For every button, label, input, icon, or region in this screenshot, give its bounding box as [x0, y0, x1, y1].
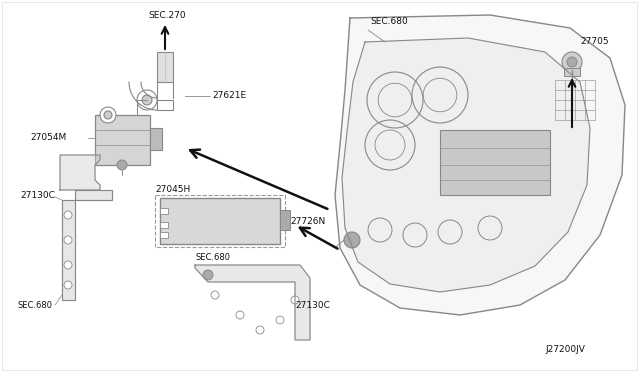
- Polygon shape: [342, 38, 590, 292]
- Polygon shape: [60, 155, 100, 190]
- Circle shape: [142, 95, 152, 105]
- Bar: [160, 222, 168, 228]
- Circle shape: [104, 111, 112, 119]
- Bar: [155, 195, 285, 247]
- Circle shape: [100, 107, 116, 123]
- Text: SEC.270: SEC.270: [148, 12, 186, 20]
- Circle shape: [236, 311, 244, 319]
- Text: 27130C: 27130C: [295, 301, 330, 310]
- Text: 27054M: 27054M: [30, 134, 67, 142]
- Bar: [564, 68, 580, 76]
- Text: SEC.680: SEC.680: [18, 301, 53, 310]
- Circle shape: [203, 270, 213, 280]
- Bar: [157, 52, 173, 82]
- Polygon shape: [335, 15, 625, 315]
- Circle shape: [276, 316, 284, 324]
- Circle shape: [64, 211, 72, 219]
- Bar: [160, 208, 168, 214]
- Text: SEC.680: SEC.680: [370, 17, 408, 26]
- Text: 27621E: 27621E: [212, 92, 246, 100]
- Circle shape: [562, 52, 582, 72]
- Polygon shape: [195, 265, 310, 340]
- Circle shape: [64, 261, 72, 269]
- Polygon shape: [62, 190, 112, 300]
- Circle shape: [256, 326, 264, 334]
- Text: 27130C: 27130C: [20, 190, 55, 199]
- Circle shape: [567, 57, 577, 67]
- Circle shape: [137, 90, 157, 110]
- Bar: [280, 210, 290, 230]
- Text: 27726N: 27726N: [290, 218, 325, 227]
- Text: 27705: 27705: [580, 38, 609, 46]
- Bar: [440, 130, 550, 195]
- Bar: [160, 198, 280, 244]
- Circle shape: [211, 291, 219, 299]
- Circle shape: [117, 160, 127, 170]
- Bar: [95, 115, 150, 165]
- Text: 27045H: 27045H: [155, 186, 190, 195]
- Bar: [150, 128, 162, 150]
- Circle shape: [64, 236, 72, 244]
- Text: SEC.680: SEC.680: [195, 253, 230, 263]
- Circle shape: [344, 232, 360, 248]
- Text: J27200JV: J27200JV: [545, 346, 585, 355]
- Circle shape: [291, 296, 299, 304]
- Bar: [160, 232, 168, 238]
- Circle shape: [64, 281, 72, 289]
